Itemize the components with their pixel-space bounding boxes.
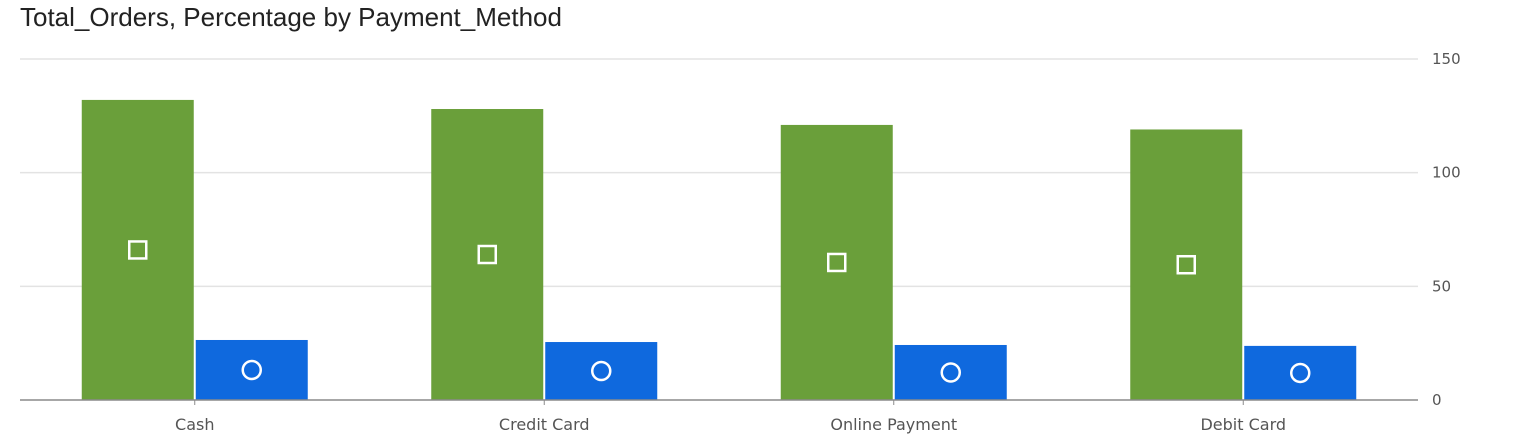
x-tick-label: Cash: [175, 415, 214, 434]
bar[interactable]: [545, 342, 658, 400]
y-tick-label: 0: [1432, 391, 1442, 409]
circle-marker-icon: [591, 360, 612, 382]
circle-marker-icon: [1290, 362, 1311, 384]
y-axis-ticks: 0 50 100 150: [1432, 50, 1461, 409]
bar[interactable]: [195, 339, 308, 400]
x-axis-labels: Cash Credit Card Online Payment Debit Card: [175, 415, 1286, 434]
x-tick-label: Online Payment: [830, 415, 957, 434]
circle-marker-icon: [241, 359, 262, 381]
y-tick-label: 50: [1432, 277, 1451, 295]
bar[interactable]: [431, 109, 544, 400]
bar[interactable]: [81, 99, 194, 401]
square-marker-icon: [827, 252, 847, 273]
chart-title: Total_Orders, Percentage by Payment_Meth…: [20, 2, 562, 32]
bar[interactable]: [1130, 129, 1243, 400]
square-marker-icon: [128, 240, 148, 260]
circle-marker-icon: [940, 362, 961, 383]
bar[interactable]: [780, 124, 893, 400]
bar[interactable]: [1244, 345, 1357, 400]
y-tick-label: 150: [1432, 50, 1461, 68]
square-marker-icon: [477, 244, 497, 265]
y-tick-label: 100: [1432, 164, 1461, 182]
x-tick-label: Debit Card: [1200, 415, 1286, 434]
x-tick-label: Credit Card: [499, 415, 590, 434]
bars: [81, 99, 1357, 401]
x-axis: [20, 399, 1418, 405]
bar[interactable]: [894, 344, 1007, 400]
square-marker-icon: [1176, 254, 1196, 275]
